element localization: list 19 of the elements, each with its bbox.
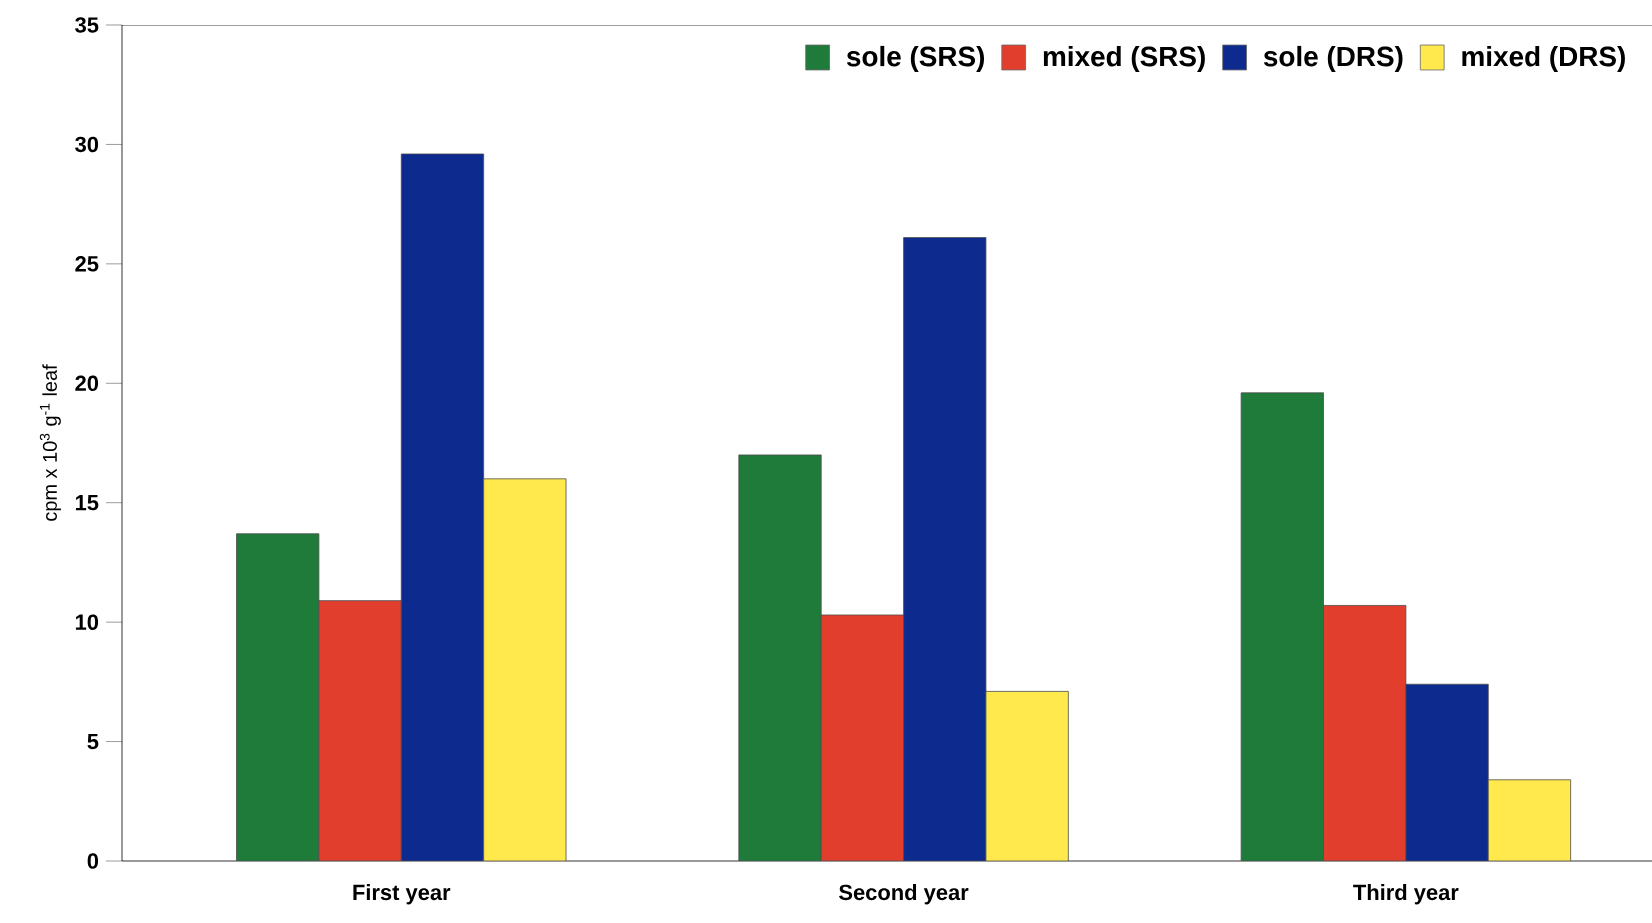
y-tick-label: 35 <box>75 17 99 33</box>
y-tick-label: 15 <box>75 495 99 511</box>
bar <box>1323 605 1407 861</box>
legend-label: sole (SRS) <box>846 45 985 72</box>
legend-label: mixed (DRS) <box>1462 45 1625 72</box>
y-tick-label: 0 <box>87 853 99 869</box>
y-tick-label: 25 <box>75 256 99 272</box>
y-tick-label: 10 <box>75 614 99 630</box>
y-tick-label: 5 <box>87 733 99 750</box>
y-axis-title: cpm x 10$^{3}$ g$^{-1}$ leaf <box>39 364 61 521</box>
x-tick-label: Second year <box>839 884 969 905</box>
x-tick-label: First year <box>353 884 451 905</box>
y-tick-label: 20 <box>75 375 99 392</box>
legend-label: mixed (SRS) <box>1043 45 1205 72</box>
y-tick-label: 30 <box>75 136 99 153</box>
bar <box>318 600 402 861</box>
bar <box>820 614 904 861</box>
legend-label: sole (DRS) <box>1263 45 1403 72</box>
x-tick-label: Third year <box>1353 884 1459 905</box>
